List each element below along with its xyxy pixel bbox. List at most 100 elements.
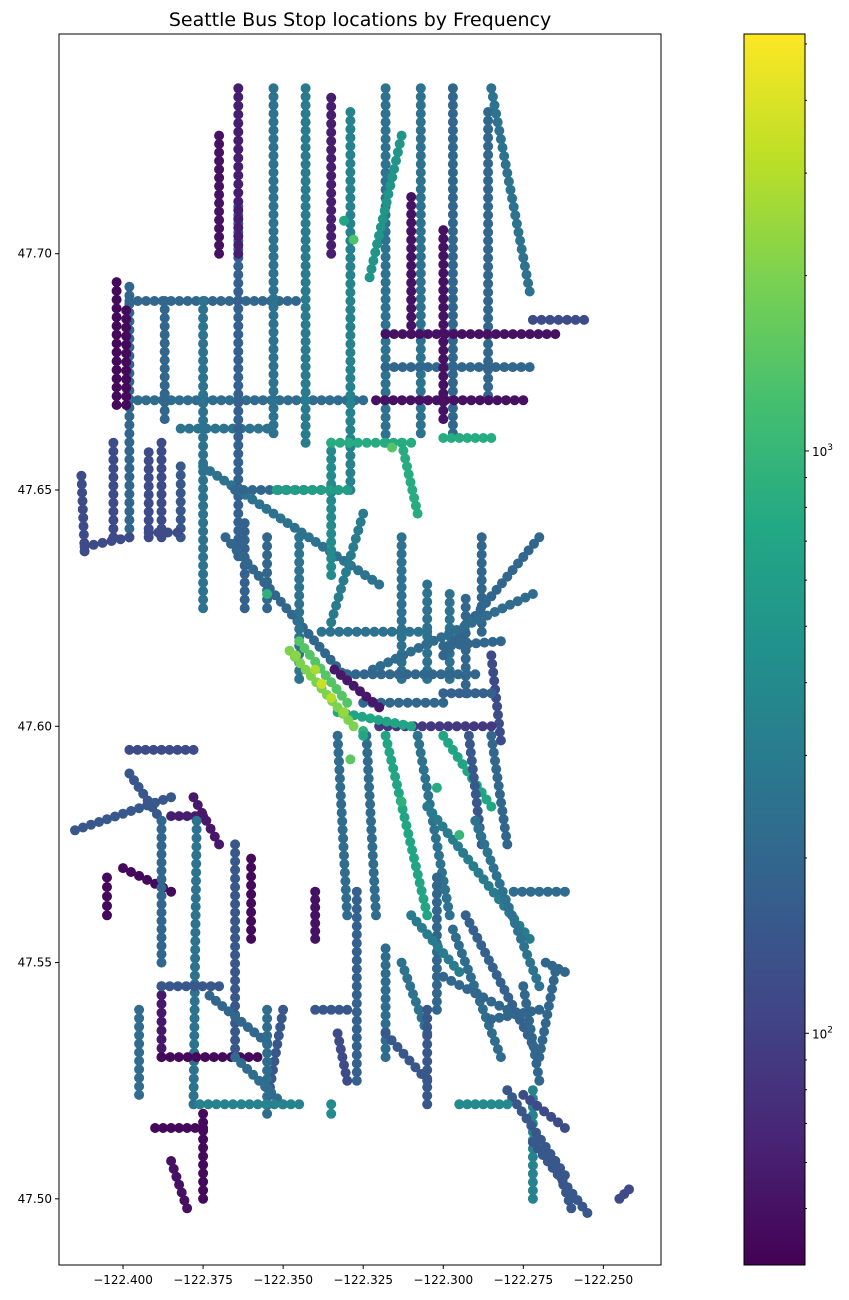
bus-stop-point	[198, 534, 209, 545]
bus-stop-point	[233, 240, 244, 250]
bus-stop-point	[230, 924, 241, 935]
bus-stop-point	[345, 132, 356, 143]
bus-stop-point	[359, 669, 370, 680]
bus-stop-point	[198, 364, 209, 375]
bus-stop-point	[174, 1123, 185, 1133]
bus-stop-point	[524, 329, 535, 340]
data-points	[70, 83, 634, 1218]
bus-stop-point	[278, 1004, 289, 1015]
bus-stop-point	[559, 967, 570, 977]
bus-stop-point	[156, 1016, 167, 1027]
bus-stop-point	[351, 1067, 362, 1078]
bus-stop-point	[406, 294, 417, 305]
bus-stop-point	[294, 582, 305, 593]
bus-stop-point	[190, 884, 201, 895]
bus-stop-point	[387, 172, 398, 183]
bus-stop-point	[454, 639, 465, 650]
bus-stop-point	[385, 180, 396, 191]
bus-stop-point	[406, 329, 417, 340]
bus-stop-point	[326, 222, 337, 233]
bus-stop-point	[380, 108, 391, 119]
bus-stop-point	[326, 231, 337, 242]
bus-stop-point	[545, 992, 556, 1003]
bus-stop-point	[503, 176, 514, 187]
bus-stop-point	[156, 463, 167, 474]
bus-stop-point	[175, 488, 186, 498]
bus-stop-point	[380, 269, 391, 279]
bus-stop-point	[490, 362, 501, 373]
bus-stop-point	[275, 1022, 286, 1032]
x-tick-label: −122.350	[253, 1273, 313, 1287]
bus-stop-point	[345, 450, 356, 461]
bus-stop-point	[182, 395, 193, 406]
bus-stop-point	[239, 569, 250, 580]
bus-stop-point	[483, 287, 494, 298]
bus-stop-point	[471, 638, 482, 649]
bus-stop-point	[431, 872, 442, 883]
bus-stop-point	[111, 382, 122, 393]
bus-stop-point	[489, 607, 500, 617]
bus-stop-point	[159, 371, 170, 382]
bus-stop-point	[371, 910, 381, 921]
bus-stop-point	[380, 260, 391, 271]
bus-stop-point	[134, 870, 145, 881]
bus-stop-point	[268, 293, 279, 304]
bus-stop-point	[380, 344, 391, 355]
bus-stop-point	[326, 92, 337, 103]
bus-stop-point	[334, 773, 345, 784]
bus-stop-point	[452, 752, 463, 762]
bus-stop-point	[156, 990, 167, 1001]
bus-stop-point	[447, 302, 458, 313]
bus-stop-point	[216, 395, 227, 406]
bus-stop-point	[351, 1015, 362, 1026]
bus-stop-point	[396, 615, 407, 626]
bus-stop-point	[476, 575, 487, 586]
bus-stop-point	[124, 428, 135, 439]
bus-stop-point	[360, 626, 371, 637]
bus-stop-point	[175, 514, 186, 525]
bus-stop-point	[363, 773, 374, 784]
bus-stop-point	[198, 1123, 209, 1133]
bus-stop-point	[543, 1001, 554, 1011]
bus-stop-point	[249, 296, 260, 306]
bus-stop-point	[447, 403, 458, 414]
bus-stop-point	[239, 535, 250, 546]
bus-stop-point	[367, 850, 378, 861]
bus-stop-point	[342, 1075, 353, 1086]
bus-stop-point	[491, 108, 502, 119]
bus-stop-point	[134, 1055, 145, 1066]
bus-stop-point	[483, 107, 494, 117]
bus-stop-point	[198, 381, 209, 392]
bus-stop-point	[518, 1089, 529, 1100]
bus-stop-point	[377, 214, 388, 224]
bus-stop-point	[476, 831, 487, 842]
bus-stop-point	[345, 476, 356, 487]
bus-stop-point	[233, 261, 244, 272]
bus-stop-point	[499, 329, 510, 340]
bus-stop-point	[534, 886, 545, 897]
bus-stop-point	[431, 1004, 442, 1015]
bus-stop-point	[190, 936, 201, 947]
bus-stop-point	[376, 669, 387, 680]
bus-stop-point	[268, 302, 279, 313]
bus-stop-point	[233, 337, 244, 348]
bus-stop-point	[331, 684, 342, 694]
bus-stop-point	[444, 669, 455, 680]
bus-stop-point	[470, 789, 481, 800]
bus-stop-point	[386, 755, 397, 766]
bus-stop-point	[77, 496, 88, 506]
bus-stop-point	[415, 226, 426, 237]
bus-stop-point	[472, 806, 483, 816]
bus-stop-point	[476, 566, 487, 577]
bus-stop-point	[214, 147, 225, 158]
bus-stop-point	[143, 506, 154, 517]
x-tick-label: −122.400	[93, 1273, 153, 1287]
bus-stop-point	[497, 806, 508, 816]
bus-stop-point	[415, 150, 426, 161]
bus-stop-point	[156, 924, 167, 935]
bus-stop-point	[415, 100, 426, 111]
bus-stop-point	[159, 338, 170, 349]
bus-stop-point	[497, 886, 508, 897]
bus-stop-point	[362, 756, 373, 767]
bus-stop-point	[483, 132, 494, 143]
